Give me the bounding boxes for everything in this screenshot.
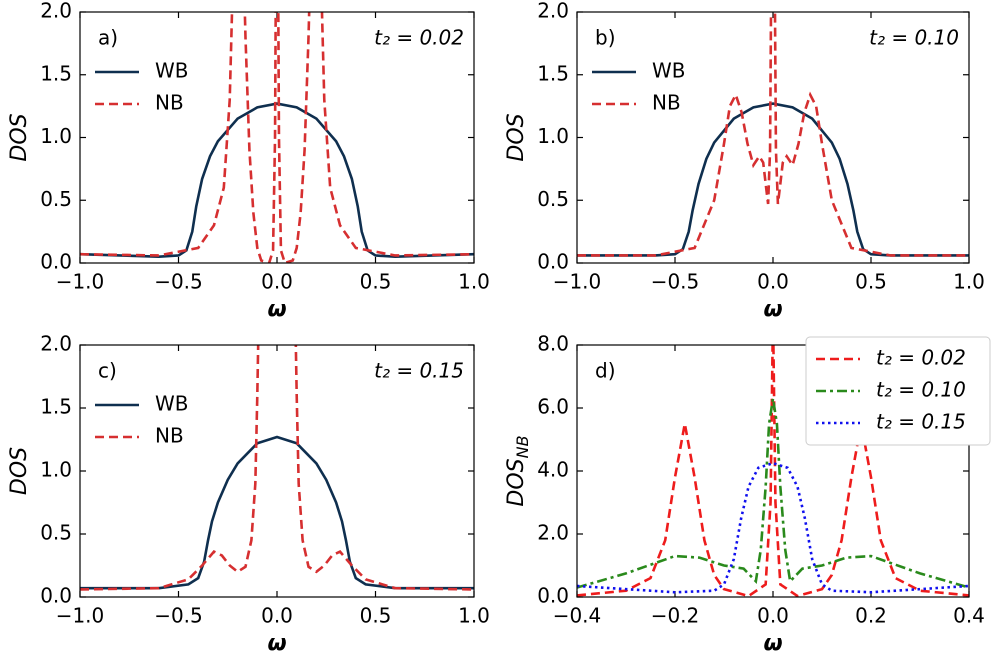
y-tick-label: 8.0: [537, 332, 569, 356]
y-tick-label: 0.0: [537, 250, 569, 274]
axes-frame: [576, 344, 970, 598]
x-tick-label: −1.0: [56, 270, 105, 294]
x-tick-label: 0.0: [261, 270, 293, 294]
x-tick-label: −0.2: [651, 604, 700, 628]
x-tick-label: 0.0: [757, 604, 789, 628]
x-tick-label: −1.0: [553, 270, 602, 294]
annotation: t₂ = 0.15: [374, 359, 464, 383]
x-tick-label: 0.5: [855, 270, 887, 294]
series-line: [80, 102, 474, 259]
axes-frame: [79, 11, 475, 264]
panel: −1.0 −0.5 0.0 0.5 1.0 0.0 0.5 1.0 1.5 2.0 ω DOS a) t₂…: [7, 0, 490, 322]
x-tick-label: −0.5: [154, 270, 203, 294]
series-line: [577, 345, 969, 597]
legend-label: NB: [652, 91, 681, 115]
y-tick-label: 1.5: [537, 61, 569, 85]
x-axis-label: ω: [763, 297, 782, 322]
y-tick-label: 2.0: [537, 521, 569, 545]
annotation: t₂ = 0.10: [869, 26, 959, 50]
y-tick-label: 1.0: [40, 124, 72, 148]
y-tick-label: 2.0: [537, 0, 569, 23]
y-tick-label: 1.5: [40, 61, 72, 85]
y-axis-label: DOS: [7, 113, 32, 161]
legend-label: t₂ = 0.10: [876, 378, 966, 402]
y-axis-label-sub: NB: [513, 435, 532, 458]
x-tick-label: −0.4: [553, 604, 602, 628]
y-axis-label-main: DOS: [7, 113, 32, 161]
axes-frame: [79, 344, 475, 598]
x-tick-label: 0.2: [855, 604, 887, 628]
legend-label: t₂ = 0.02: [876, 346, 966, 370]
annotation: t₂ = 0.02: [374, 26, 464, 50]
x-tick-label: −0.5: [154, 604, 203, 628]
y-tick-label: 4.0: [537, 458, 569, 482]
x-axis-label: ω: [267, 297, 286, 322]
y-axis-label-main: DOS: [7, 447, 32, 495]
y-tick-label: 0.5: [40, 521, 72, 545]
legend-label: WB: [155, 59, 189, 83]
panel-label: a): [98, 26, 118, 50]
x-axis-label: ω: [267, 631, 286, 656]
x-tick-label: 1.0: [458, 604, 490, 628]
legend-label: WB: [652, 59, 686, 83]
legend-label: NB: [155, 91, 184, 115]
x-tick-label: 1.0: [953, 270, 985, 294]
x-tick-label: 0.0: [261, 604, 293, 628]
x-tick-label: 0.5: [360, 270, 392, 294]
x-tick-label: 1.0: [458, 270, 490, 294]
x-tick-label: −1.0: [56, 604, 105, 628]
series-line: [80, 345, 474, 591]
legend-label: NB: [155, 424, 184, 448]
y-tick-label: 0.5: [537, 187, 569, 211]
y-axis-label: DOS: [7, 447, 32, 495]
y-tick-label: 0.0: [40, 584, 72, 608]
legend-frame: [805, 336, 991, 446]
series-line: [577, 102, 969, 257]
series-line: [577, 12, 969, 257]
panel: −1.0 −0.5 0.0 0.5 1.0 0.0 0.5 1.0 1.5 2.0 ω DOS b) t₂…: [504, 0, 985, 322]
y-tick-label: 6.0: [537, 395, 569, 419]
series-line: [577, 461, 969, 594]
panel: −1.0 −0.5 0.0 0.5 1.0 0.0 0.5 1.0 1.5 2.0 ω DOS c) t₂…: [7, 332, 490, 657]
y-tick-label: 1.0: [537, 124, 569, 148]
y-tick-label: 1.5: [40, 395, 72, 419]
y-axis-label-main: DOS: [504, 113, 529, 161]
series-line: [80, 435, 474, 590]
x-tick-label: −0.5: [651, 270, 700, 294]
x-tick-label: 0.0: [757, 270, 789, 294]
x-tick-label: 0.4: [953, 604, 985, 628]
y-tick-label: 0.0: [40, 250, 72, 274]
legend-label: t₂ = 0.15: [876, 410, 966, 434]
y-tick-label: 1.0: [40, 458, 72, 482]
y-axis-label: DOS: [504, 113, 529, 161]
panel: −0.4 −0.2 0.0 0.2 0.4 0.0 2.0 4.0 6.0 8.0 ω DOSNB d)…: [504, 332, 991, 656]
y-tick-label: 0.5: [40, 187, 72, 211]
panel-label: b): [595, 26, 616, 50]
axes-frame: [576, 11, 970, 264]
panel-label: c): [98, 359, 117, 383]
x-tick-label: 0.5: [360, 604, 392, 628]
series-line: [577, 398, 969, 589]
y-axis-label: DOSNB: [504, 435, 532, 506]
legend-label: WB: [155, 392, 189, 416]
y-tick-label: 2.0: [40, 0, 72, 23]
y-axis-label-main: DOS: [504, 458, 529, 506]
y-tick-label: 0.0: [537, 584, 569, 608]
panel-label: d): [595, 359, 616, 383]
x-axis-label: ω: [763, 631, 782, 656]
y-tick-label: 2.0: [40, 332, 72, 356]
